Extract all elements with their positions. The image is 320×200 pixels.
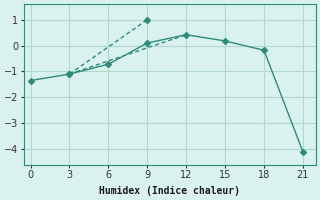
X-axis label: Humidex (Indice chaleur): Humidex (Indice chaleur)	[100, 186, 240, 196]
